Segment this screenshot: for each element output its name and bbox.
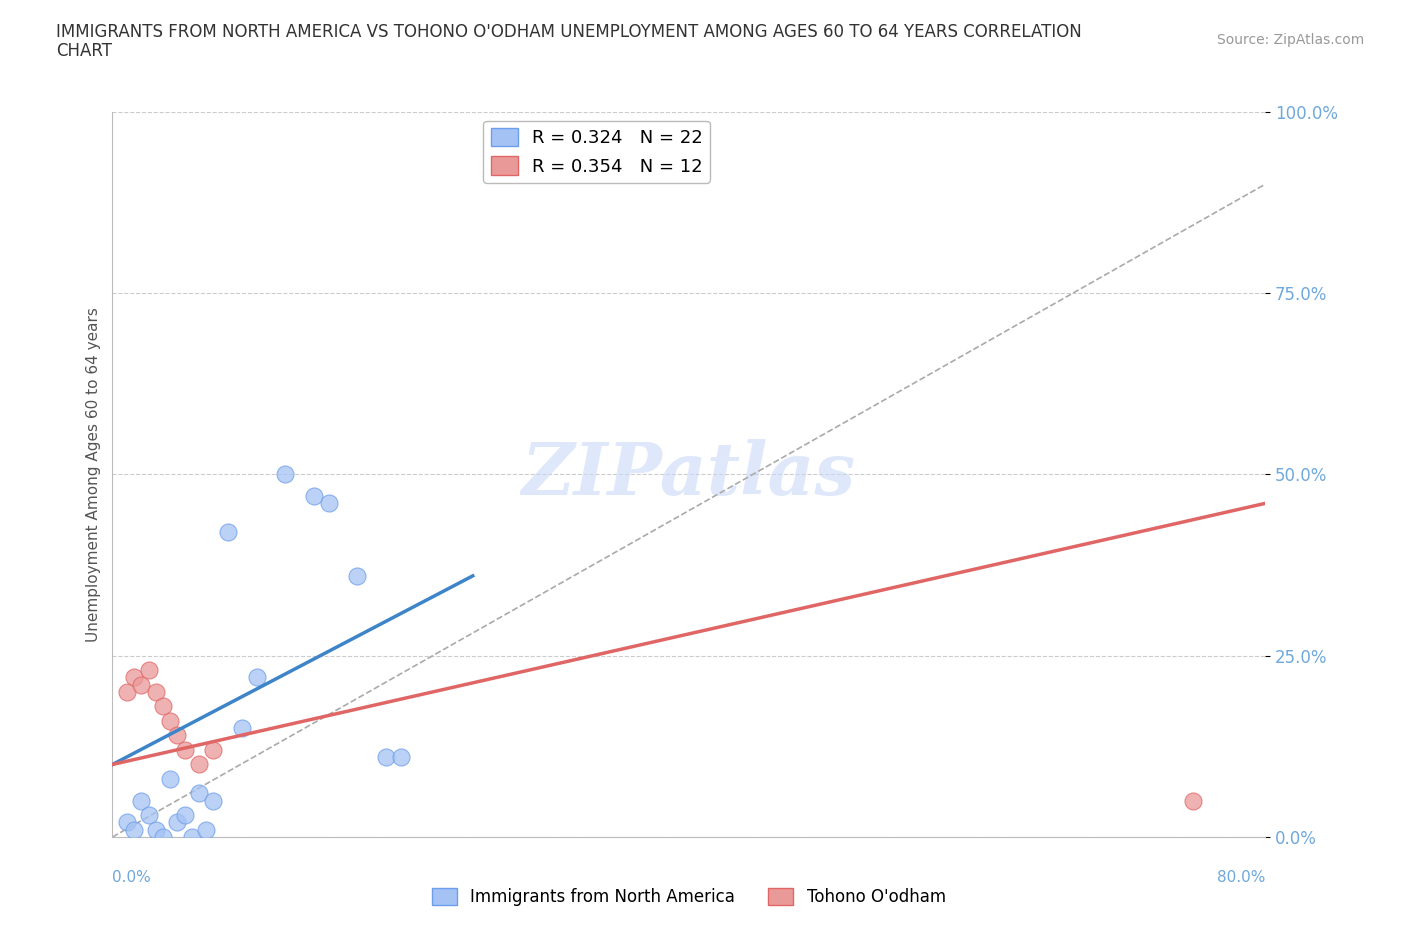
- Text: 80.0%: 80.0%: [1218, 870, 1265, 884]
- Legend: Immigrants from North America, Tohono O'odham: Immigrants from North America, Tohono O'…: [425, 881, 953, 912]
- Point: [188, 757, 211, 772]
- Y-axis label: Unemployment Among Ages 60 to 64 years: Unemployment Among Ages 60 to 64 years: [86, 307, 101, 642]
- Point: [129, 677, 153, 692]
- Text: ZIPatlas: ZIPatlas: [522, 439, 856, 510]
- Point: [122, 822, 145, 837]
- Text: Source: ZipAtlas.com: Source: ZipAtlas.com: [1216, 33, 1364, 46]
- Point: [180, 830, 202, 844]
- Point: [115, 815, 138, 830]
- Point: [217, 525, 239, 539]
- Point: [173, 808, 195, 823]
- Point: [129, 793, 153, 808]
- Text: IMMIGRANTS FROM NORTH AMERICA VS TOHONO O'ODHAM UNEMPLOYMENT AMONG AGES 60 TO 64: IMMIGRANTS FROM NORTH AMERICA VS TOHONO …: [56, 23, 1083, 41]
- Point: [202, 793, 225, 808]
- Point: [188, 786, 211, 801]
- Point: [138, 663, 160, 678]
- Point: [231, 721, 253, 736]
- Point: [152, 699, 174, 714]
- Point: [375, 750, 398, 764]
- Point: [274, 467, 297, 482]
- Point: [159, 772, 181, 787]
- Point: [346, 568, 368, 583]
- Point: [115, 684, 138, 699]
- Point: [166, 815, 188, 830]
- Text: 0.0%: 0.0%: [112, 870, 152, 884]
- Point: [389, 750, 412, 764]
- Point: [152, 830, 174, 844]
- Point: [122, 670, 145, 684]
- Point: [304, 488, 326, 503]
- Text: CHART: CHART: [56, 42, 112, 60]
- Point: [145, 822, 167, 837]
- Point: [173, 742, 195, 757]
- Point: [318, 496, 340, 511]
- Point: [195, 822, 218, 837]
- Legend: R = 0.324   N = 22, R = 0.354   N = 12: R = 0.324 N = 22, R = 0.354 N = 12: [484, 121, 710, 183]
- Point: [1182, 793, 1205, 808]
- Point: [159, 713, 181, 728]
- Point: [138, 808, 160, 823]
- Point: [166, 728, 188, 743]
- Point: [202, 742, 225, 757]
- Point: [145, 684, 167, 699]
- Point: [245, 670, 267, 684]
